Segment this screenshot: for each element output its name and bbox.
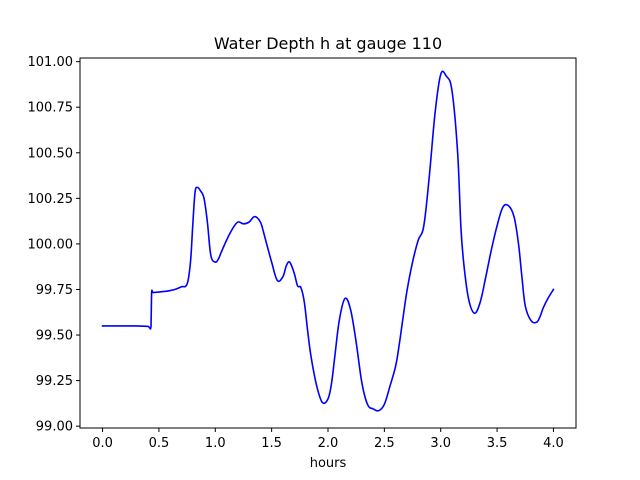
- y-tick-label: 99.50: [36, 329, 73, 344]
- water-depth-series-line: [101, 70, 555, 412]
- y-tick-label: 100.00: [28, 237, 74, 252]
- x-tick-label: 4.0: [543, 436, 564, 451]
- x-tick-label: 0.0: [92, 436, 113, 451]
- series-layer: [101, 70, 555, 412]
- plot-area-frame: [79, 57, 577, 429]
- x-tick-label: 2.5: [374, 436, 395, 451]
- y-tick-label: 101.00: [28, 55, 74, 70]
- x-tick-label: 3.0: [430, 436, 451, 451]
- y-tick-label: 99.75: [36, 283, 73, 298]
- x-axis-label: hours: [310, 456, 347, 471]
- x-tick-label: 0.5: [149, 436, 170, 451]
- x-tick-label: 1.0: [205, 436, 226, 451]
- y-tick-label: 100.50: [28, 146, 74, 161]
- y-tick-label: 100.75: [28, 101, 74, 116]
- y-tick-label: 99.25: [36, 374, 73, 389]
- tick-layer: 0.0 0.5 1.0 1.5 2.0 2.5 3.0 3.5 4.0 99.00 99.25 99.…: [28, 55, 564, 451]
- y-tick-label: 100.25: [28, 192, 74, 207]
- x-tick-label: 2.0: [318, 436, 339, 451]
- x-tick-label: 3.5: [487, 436, 508, 451]
- x-tick-label: 1.5: [261, 436, 282, 451]
- y-tick-label: 99.00: [36, 420, 73, 435]
- chart-title: Water Depth h at gauge 110: [214, 34, 442, 53]
